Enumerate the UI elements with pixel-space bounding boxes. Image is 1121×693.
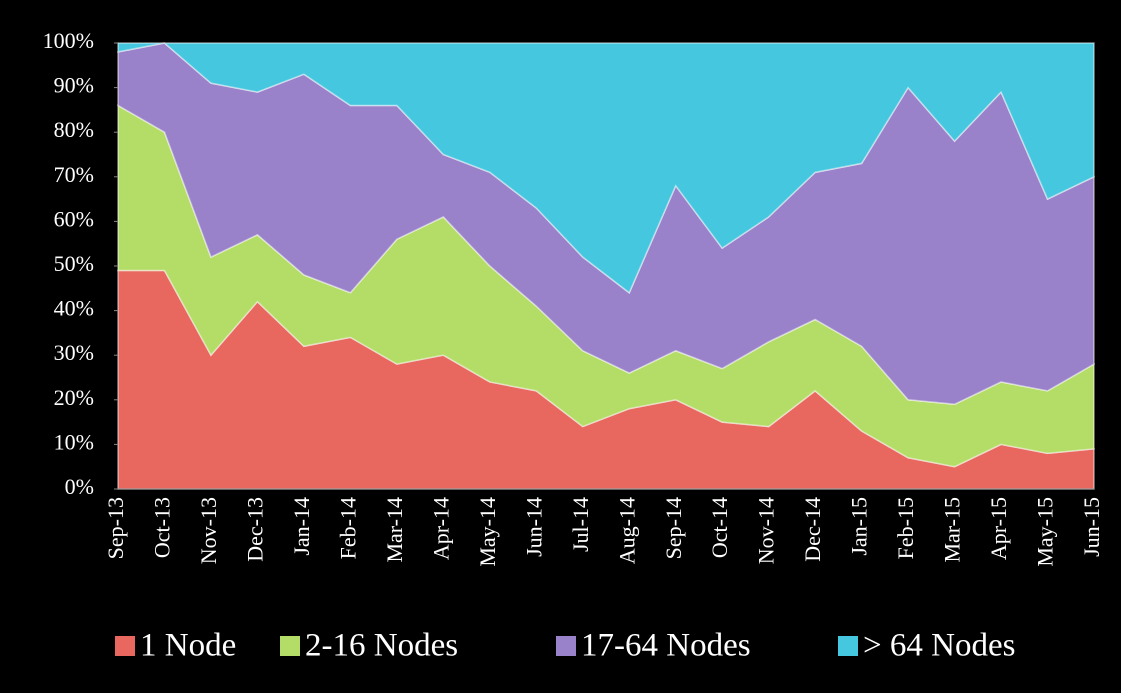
y-tick-label: 100% <box>43 28 94 53</box>
x-tick-label: Apr-14 <box>428 497 453 560</box>
x-tick-label: Dec-14 <box>800 497 825 562</box>
y-tick-label: 30% <box>54 340 94 365</box>
legend-label: 1 Node <box>140 628 236 664</box>
x-tick-label: Sep-13 <box>103 497 128 559</box>
y-tick-label: 80% <box>54 117 94 142</box>
x-tick-label: Aug-14 <box>614 497 639 564</box>
legend-swatch <box>280 636 300 656</box>
y-tick-label: 60% <box>54 206 94 231</box>
legend-label: 2-16 Nodes <box>305 628 458 664</box>
x-tick-label: Oct-13 <box>150 497 175 558</box>
y-tick-label: 10% <box>54 429 94 454</box>
y-tick-label: 70% <box>54 162 94 187</box>
x-tick-label: Jan-15 <box>847 497 872 556</box>
y-tick-label: 90% <box>54 73 94 98</box>
x-tick-label: Jul-14 <box>568 497 593 552</box>
area <box>117 42 1095 294</box>
x-tick-label: Sep-14 <box>661 497 686 559</box>
x-tick-label: Dec-13 <box>242 497 267 562</box>
legend-swatch <box>115 636 135 656</box>
y-tick-label: 50% <box>54 251 94 276</box>
x-tick-label: Nov-13 <box>196 497 221 564</box>
y-tick-label: 20% <box>54 385 94 410</box>
y-tick-label: 0% <box>65 474 94 499</box>
y-tick-label: 40% <box>54 296 94 321</box>
x-tick-label: Jan-14 <box>289 497 314 556</box>
x-tick-label: May-14 <box>475 497 500 567</box>
legend-label: > 64 Nodes <box>863 628 1015 664</box>
x-tick-label: Mar-14 <box>382 497 407 563</box>
legend-label: 17-64 Nodes <box>581 628 751 664</box>
x-tick-label: Mar-15 <box>940 497 965 563</box>
x-tick-label: May-15 <box>1033 497 1058 567</box>
x-tick-label: Apr-15 <box>986 497 1011 560</box>
x-tick-label: Feb-15 <box>893 497 918 559</box>
x-tick-label: Jun-14 <box>521 497 546 557</box>
legend-swatch <box>838 636 858 656</box>
legend-swatch <box>556 636 576 656</box>
x-tick-label: Feb-14 <box>335 497 360 559</box>
x-tick-label: Oct-14 <box>707 497 732 558</box>
x-tick-label: Nov-14 <box>754 497 779 564</box>
x-tick-label: Jun-15 <box>1079 497 1104 557</box>
